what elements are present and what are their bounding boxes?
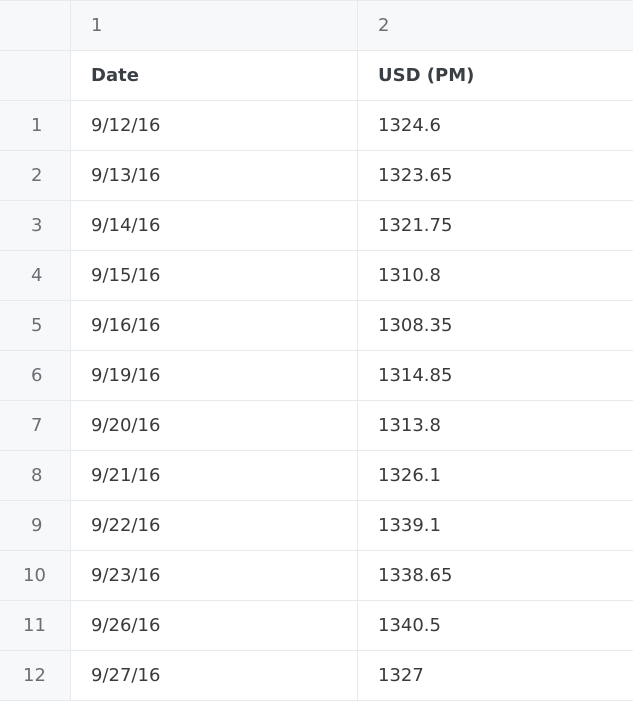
row-header[interactable]: 1: [0, 101, 71, 151]
table-cell-date[interactable]: 9/12/16: [71, 101, 358, 151]
row-header[interactable]: 10: [0, 551, 71, 601]
select-all-corner[interactable]: [0, 1, 71, 51]
table-cell-usd[interactable]: 1338.65: [358, 551, 633, 601]
table-cell-date[interactable]: 9/22/16: [71, 501, 358, 551]
table-cell-date[interactable]: 9/19/16: [71, 351, 358, 401]
cell-header-usd-pm[interactable]: USD (PM): [358, 51, 633, 101]
row-header[interactable]: 12: [0, 651, 71, 701]
row-header[interactable]: 8: [0, 451, 71, 501]
table-cell-date[interactable]: 9/26/16: [71, 601, 358, 651]
table-cell-usd[interactable]: 1314.85: [358, 351, 633, 401]
row-header[interactable]: 5: [0, 301, 71, 351]
row-header[interactable]: 7: [0, 401, 71, 451]
row-header[interactable]: 11: [0, 601, 71, 651]
table-cell-date[interactable]: 9/23/16: [71, 551, 358, 601]
table-cell-usd[interactable]: 1324.6: [358, 101, 633, 151]
table-cell-date[interactable]: 9/16/16: [71, 301, 358, 351]
table-cell-usd[interactable]: 1326.1: [358, 451, 633, 501]
cell-header-date[interactable]: Date: [71, 51, 358, 101]
table-cell-usd[interactable]: 1339.1: [358, 501, 633, 551]
row-header[interactable]: 9: [0, 501, 71, 551]
column-header-1[interactable]: 1: [71, 1, 358, 51]
table-cell-date[interactable]: 9/27/16: [71, 651, 358, 701]
table-cell-usd[interactable]: 1340.5: [358, 601, 633, 651]
row-header[interactable]: 6: [0, 351, 71, 401]
table-cell-date[interactable]: 9/21/16: [71, 451, 358, 501]
table-cell-date[interactable]: 9/14/16: [71, 201, 358, 251]
table-cell-date[interactable]: 9/13/16: [71, 151, 358, 201]
row-header[interactable]: 3: [0, 201, 71, 251]
table-cell-usd[interactable]: 1323.65: [358, 151, 633, 201]
table-cell-usd[interactable]: 1313.8: [358, 401, 633, 451]
row-header[interactable]: 2: [0, 151, 71, 201]
row-header[interactable]: 4: [0, 251, 71, 301]
table-cell-usd[interactable]: 1310.8: [358, 251, 633, 301]
table-cell-usd[interactable]: 1308.35: [358, 301, 633, 351]
table-cell-date[interactable]: 9/20/16: [71, 401, 358, 451]
table-cell-date[interactable]: 9/15/16: [71, 251, 358, 301]
table-cell-usd[interactable]: 1321.75: [358, 201, 633, 251]
table-cell-usd[interactable]: 1327: [358, 651, 633, 701]
row-header-blank[interactable]: [0, 51, 71, 101]
column-header-2[interactable]: 2: [358, 1, 633, 51]
